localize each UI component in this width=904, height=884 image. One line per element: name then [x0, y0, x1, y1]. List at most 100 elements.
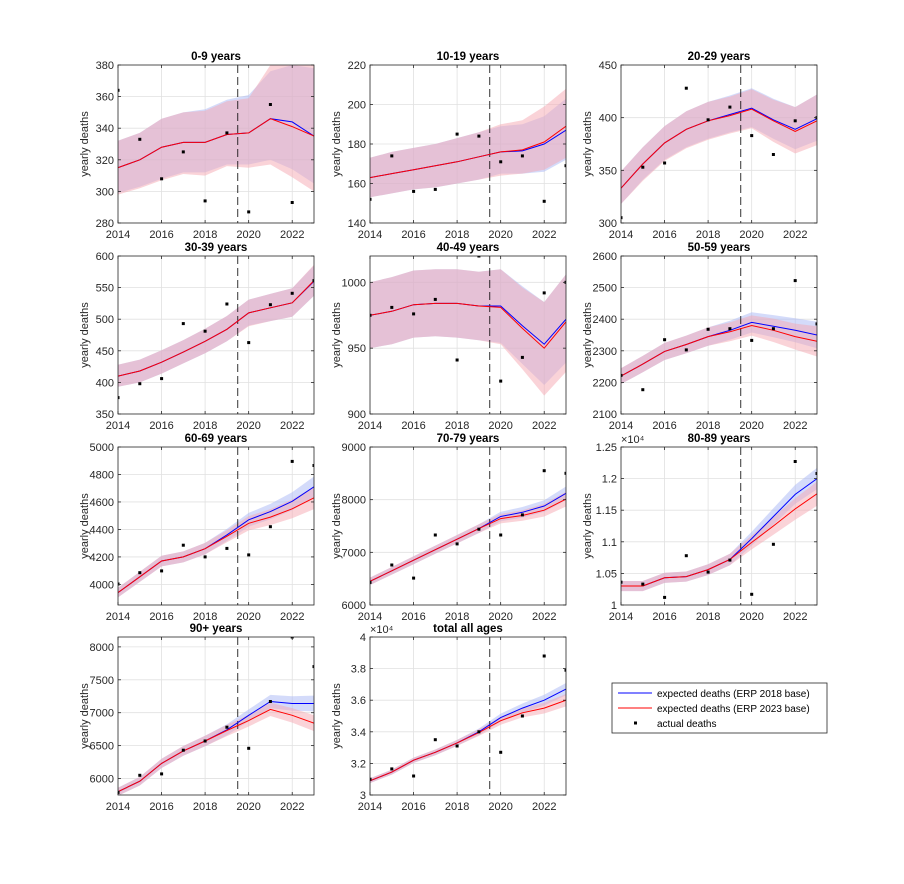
panel-8-ytick-label-5: 1.25: [596, 442, 617, 454]
panel-2-xtick-label-2: 2018: [696, 229, 720, 241]
panel-3-band-erp2023: [118, 264, 314, 387]
panel-8-ytick-label-0: 1: [611, 600, 617, 612]
panel-0-xtick-label-1: 2016: [149, 229, 173, 241]
panel-9: 2014 2016 2018 2020 2022 6000 6500 7000 7500 8000…: [79, 623, 315, 813]
panel-6-title: 60-69 years: [185, 433, 248, 445]
panel-1-actual-point-8: [542, 199, 546, 203]
panel-9-xtick-label-1: 2016: [149, 801, 173, 813]
legend-label-erp2023: expected deaths (ERP 2023 base): [657, 704, 810, 715]
panel-6-line-erp2023: [118, 497, 314, 594]
panel-0-actual-point-2: [160, 177, 164, 181]
panel-1-actual-point-5: [477, 134, 481, 138]
panel-6-ytick-label-0: 4000: [90, 579, 114, 591]
panel-5-xtick-label-0: 2014: [609, 420, 633, 432]
panel-2-xtick-label-3: 2020: [739, 229, 763, 241]
panel-2: 2014 2016 2018 2020 2022 300 350 400 450 20-29 ye…: [582, 51, 818, 241]
panel-1-ytick-label-0: 140: [348, 218, 366, 230]
panel-10-xtick-label-1: 2016: [401, 801, 425, 813]
panel-2-actual-point-4: [706, 118, 710, 122]
panel-9-ylabel: yearly deaths: [79, 683, 91, 749]
panel-4-xtick-label-1: 2016: [401, 420, 425, 432]
panel-6-actual-point-2: [160, 569, 164, 573]
panel-8-xtick-label-2: 2018: [696, 611, 720, 623]
panel-2-actual-point-2: [663, 161, 667, 165]
panel-7-actual-point-1: [390, 563, 394, 567]
panel-8-actual-point-7: [771, 542, 775, 546]
panel-8: 2014 2016 2018 2020 2022 1 1.05 1.1 1.15 1.2 1.25 ×…: [582, 433, 818, 623]
panel-8-actual-point-3: [684, 554, 688, 558]
panel-7-xtick-label-2: 2018: [445, 611, 469, 623]
panel-3-xtick-label-1: 2016: [149, 420, 173, 432]
panel-1-xtick-label-1: 2016: [401, 229, 425, 241]
panel-4-xtick-label-0: 2014: [358, 420, 382, 432]
panel-4-actual-point-2: [412, 312, 416, 316]
panel-2-actual-point-7: [771, 153, 775, 156]
panel-5-xtick-label-3: 2020: [739, 420, 763, 432]
panel-5-xtick-label-2: 2018: [696, 420, 720, 432]
panel-7-plot-area: [370, 447, 566, 605]
panel-2-actual-point-6: [750, 134, 754, 138]
panel-1-actual-point-9: [564, 164, 566, 168]
panel-2-actual-point-1: [641, 165, 645, 169]
panel-2-ytick-label-1: 350: [599, 165, 617, 177]
panel-7-xtick-label-0: 2014: [358, 611, 382, 623]
panel-9-actual-point-1: [138, 773, 142, 777]
panel-9-actual-point-6: [247, 746, 251, 750]
panel-5-actual-point-9: [815, 322, 817, 326]
panel-0-xtick-label-4: 2022: [280, 229, 304, 241]
panel-1-plot-content: [370, 65, 566, 223]
panel-2-actual-point-0: [621, 216, 623, 220]
panels: 2014 2016 2018 2020 2022 280 300 320 340 360 380 0-…: [79, 51, 818, 813]
panel-7: 2014 2016 2018 2020 2022 6000 7000 8000 9000 70-7…: [331, 433, 567, 623]
panel-0-ytick-label-3: 340: [96, 123, 114, 135]
panel-0-actual-point-7: [268, 103, 272, 106]
panel-1-ytick-label-1: 160: [348, 179, 366, 191]
panel-3-actual-point-8: [290, 291, 294, 295]
panel-2-line-erp2023: [621, 108, 817, 189]
panel-10-xtick-label-4: 2022: [532, 801, 556, 813]
panel-5-xtick-label-1: 2016: [652, 420, 676, 432]
panel-4: 2014 2016 2018 2020 2022 900 950 1000 40-49 year…: [331, 242, 567, 432]
panel-8-band-erp2023: [621, 481, 817, 592]
panel-0-actual-point-0: [118, 88, 120, 92]
panel-8-actual-point-9: [815, 472, 817, 475]
panel-8-ytick-label-1: 1.05: [596, 568, 617, 580]
panel-2-ytick-label-0: 300: [599, 218, 617, 230]
panel-0-actual-point-6: [247, 210, 251, 214]
legend: expected deaths (ERP 2018 base) expected…: [611, 682, 828, 734]
panel-3-xtick-label-3: 2020: [236, 420, 260, 432]
panel-10-actual-point-6: [499, 750, 503, 754]
panel-4-plot-content: [370, 256, 566, 414]
panel-7-actual-point-0: [370, 580, 372, 584]
panel-2-xtick-label-4: 2022: [783, 229, 807, 241]
panel-8-exponent-label: ×10⁴: [621, 434, 645, 446]
panel-6-actual-point-7: [268, 525, 272, 529]
panel-9-ytick-label-2: 7000: [90, 708, 114, 720]
panel-6-plot-content: [118, 447, 314, 605]
panel-6-ytick-label-2: 4400: [90, 524, 114, 536]
panel-9-actual-point-9: [312, 665, 314, 669]
panel-8-xtick-label-1: 2016: [652, 611, 676, 623]
panel-1-actual-point-0: [370, 197, 372, 201]
panel-7-actual-point-9: [564, 471, 566, 475]
panel-3: 2014 2016 2018 2020 2022 350 400 450 500 550 600 30…: [79, 242, 315, 432]
panel-3-axes-box: [117, 255, 315, 415]
panel-8-title: 80-89 years: [688, 433, 751, 445]
panel-8-line-erp2023: [621, 493, 817, 587]
panel-1: 2014 2016 2018 2020 2022 140 160 180 200 220 10-19…: [331, 51, 567, 241]
panel-8-actual-point-5: [728, 558, 732, 562]
panel-9-actual-point-0: [118, 790, 120, 794]
panel-9-ytick-label-1: 6500: [90, 741, 114, 753]
panel-0-ylabel: yearly deaths: [79, 111, 91, 177]
panel-4-xtick-label-3: 2020: [488, 420, 512, 432]
panel-9-actual-point-3: [181, 748, 185, 752]
panel-5-actual-point-8: [793, 279, 797, 283]
panel-4-xtick-label-4: 2022: [532, 420, 556, 432]
panel-8-xtick-label-3: 2020: [739, 611, 763, 623]
panel-1-actual-point-3: [433, 187, 437, 191]
panel-6-actual-point-6: [247, 553, 251, 557]
panel-1-ytick-label-4: 220: [348, 60, 366, 72]
legend-label-actual: actual deaths: [657, 719, 717, 730]
panel-3-line-erp2023: [118, 280, 314, 377]
panel-8-ytick-label-3: 1.15: [596, 505, 617, 517]
